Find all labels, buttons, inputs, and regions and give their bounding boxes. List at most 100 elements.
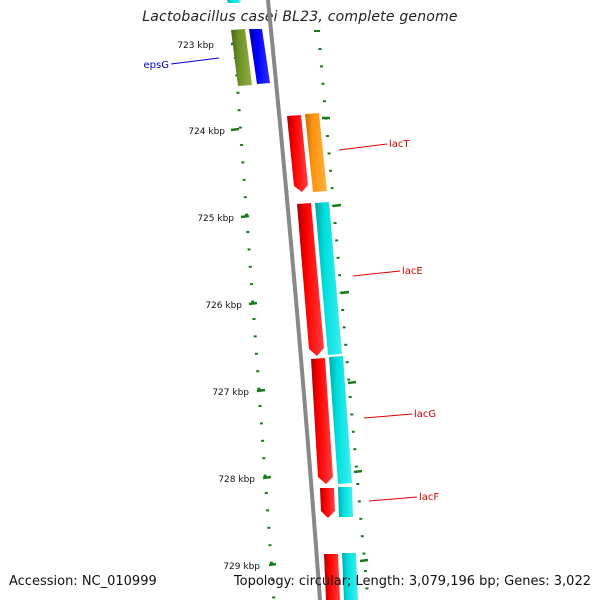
minor-tick [327, 152, 331, 155]
left-tick-track [233, 57, 276, 599]
tick-mark [359, 558, 369, 563]
minor-tick [248, 265, 252, 268]
gene-label-lacG: lacG [414, 409, 436, 420]
minor-tick [253, 335, 257, 338]
minor-tick [272, 596, 276, 599]
gene-label-lacE: lacE [402, 266, 423, 277]
tick-mark [332, 203, 342, 208]
leader-line [363, 413, 413, 419]
tick-mark [347, 380, 357, 385]
minor-tick [333, 222, 337, 224]
minor-tick [264, 492, 268, 494]
gene-features [227, 0, 358, 600]
minor-tick [238, 126, 242, 129]
tick-label: 727 kbp [212, 388, 249, 398]
minor-tick [347, 378, 351, 381]
gene-feature-orange [305, 113, 327, 192]
minor-tick [268, 544, 272, 547]
gene-label-lacF: lacF [419, 492, 439, 503]
minor-tick [336, 256, 340, 259]
leader-line [338, 143, 388, 151]
minor-tick [320, 65, 323, 68]
minor-tick [365, 587, 369, 590]
minor-tick [266, 509, 270, 512]
minor-tick [353, 448, 357, 451]
accession-text: Accession: NC_010999 [9, 574, 157, 589]
minor-tick [348, 396, 352, 398]
minor-tick [335, 239, 339, 242]
minor-tick [247, 248, 251, 251]
minor-tick [363, 570, 367, 572]
gene-feature-red [324, 554, 340, 600]
minor-tick [245, 213, 248, 216]
minor-tick [240, 144, 244, 146]
gene-feature-lacT [287, 115, 308, 192]
gene-feature-lacG [311, 358, 333, 484]
gene-labels: epsG lacT lacE lacG lacF [144, 57, 439, 503]
tick-mark [256, 388, 266, 393]
minor-tick [351, 430, 355, 433]
minor-tick [258, 405, 262, 407]
minor-tick [362, 552, 366, 555]
gene-feature-cyan [315, 202, 342, 355]
minor-tick [237, 109, 241, 112]
minor-tick [329, 169, 333, 172]
tick-label: 725 kbp [197, 214, 234, 224]
minor-tick [256, 370, 260, 373]
minor-tick [345, 361, 349, 364]
minor-tick [338, 274, 342, 277]
minor-tick [257, 387, 261, 390]
leader-line [352, 270, 401, 277]
gene-label-epsG: epsG [144, 60, 169, 71]
genome-backbone [266, 0, 322, 600]
minor-tick [236, 91, 240, 94]
minor-tick [323, 100, 326, 103]
minor-tick [252, 318, 256, 320]
minor-tick [262, 457, 266, 460]
tick-mark [353, 469, 363, 474]
tick-label: 728 kbp [218, 475, 255, 485]
right-tick-track [318, 48, 369, 590]
minor-tick [261, 439, 265, 442]
minor-tick [269, 561, 273, 564]
genome-summary-text: Topology: circular; Length: 3,079,196 bp… [233, 574, 591, 589]
minor-tick [267, 526, 271, 529]
gene-feature-cyan [329, 356, 352, 484]
gene-feature-cyan [338, 487, 353, 517]
tick-label: 726 kbp [205, 301, 242, 311]
minor-tick [360, 535, 364, 538]
minor-tick [330, 187, 334, 190]
minor-tick [259, 422, 263, 425]
gene-feature-cyan [342, 553, 358, 600]
minor-tick [321, 82, 325, 85]
gene-feature-lacF [320, 488, 335, 518]
minor-tick [318, 48, 322, 50]
minor-tick [254, 352, 258, 355]
minor-tick [356, 483, 360, 485]
tick-mark [262, 475, 272, 480]
gene-feature-lacE [297, 203, 324, 356]
minor-tick [271, 579, 274, 581]
minor-tick [342, 326, 346, 329]
minor-tick [341, 309, 345, 311]
tick-mark [268, 562, 277, 567]
leader-line [170, 57, 220, 65]
tick-mark [230, 127, 240, 132]
right-major-ticks [314, 30, 369, 563]
minor-tick [344, 343, 348, 346]
minor-tick [242, 178, 246, 181]
gene-feature-olive [231, 29, 252, 86]
tick-mark [240, 214, 250, 219]
minor-tick [263, 474, 267, 477]
minor-tick [359, 517, 363, 520]
tick-label: 724 kbp [188, 127, 225, 137]
minor-tick [354, 465, 358, 468]
minor-tick [350, 413, 354, 416]
tick-label: 723 kbp [177, 41, 214, 51]
minor-tick [246, 231, 250, 233]
minor-tick [250, 283, 253, 286]
tick-mark [340, 290, 350, 295]
minor-tick [251, 300, 255, 303]
minor-tick [243, 196, 247, 199]
